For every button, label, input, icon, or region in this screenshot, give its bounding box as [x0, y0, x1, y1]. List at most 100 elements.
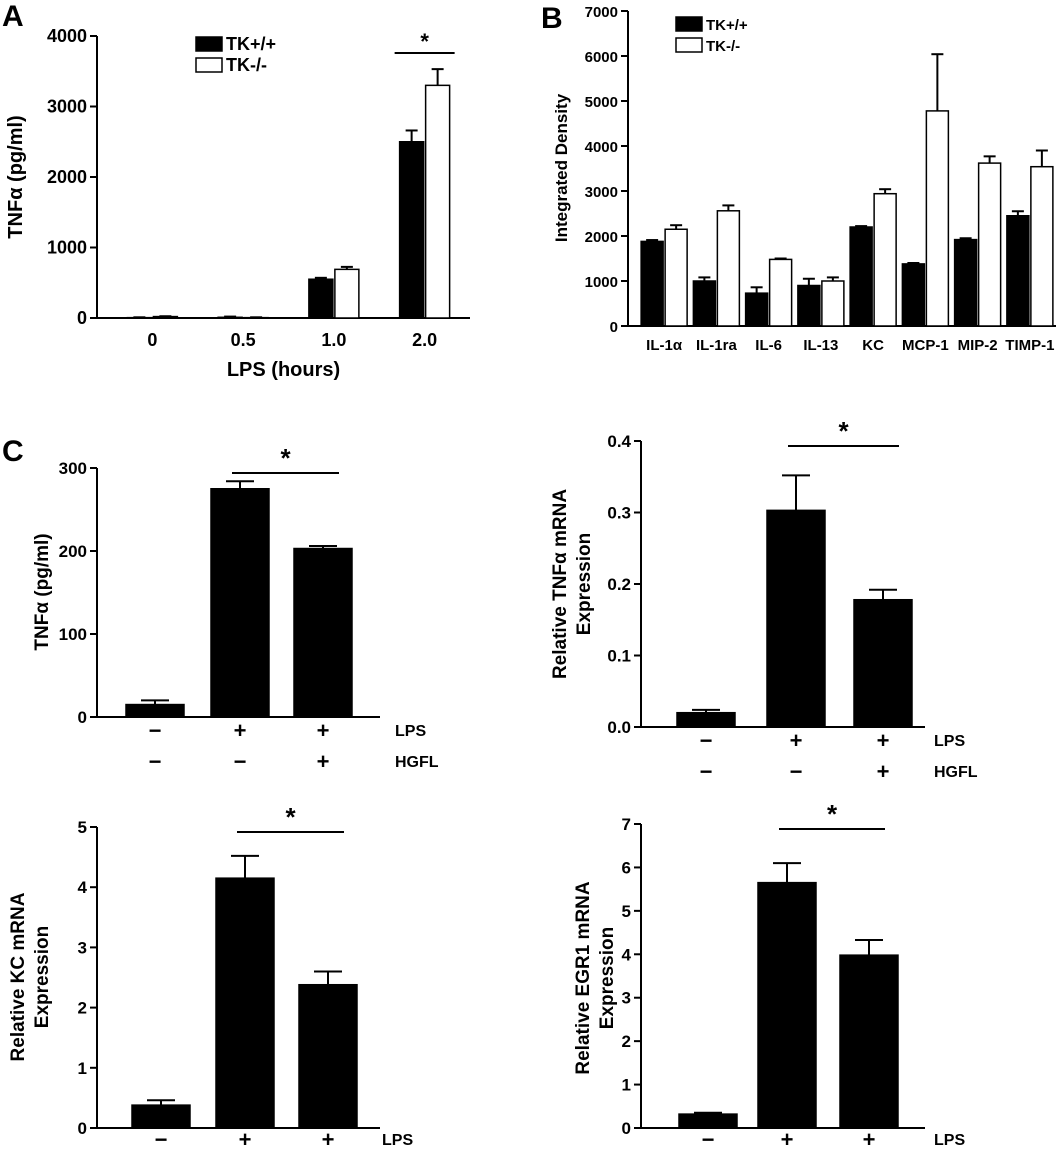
y-axis-title: Expression	[32, 926, 53, 1028]
x-tick-label: 2.0	[412, 330, 437, 350]
bar-tk-il-1	[640, 240, 664, 327]
condition-sign: +	[863, 1127, 876, 1152]
condition-sign: −	[239, 1157, 252, 1162]
condition-sign: +	[322, 1157, 335, 1162]
chart-3: 0 100 200 300 TNFα (pg/ml) − + + LPS − − + HGFL *	[32, 443, 439, 774]
significance-star: *	[280, 443, 291, 473]
bar-condition-3	[839, 954, 899, 1129]
condition-sign: +	[790, 728, 803, 753]
x-tick-label: IL-6	[755, 337, 782, 354]
y-tick-label: 0	[77, 308, 87, 328]
x-tick-label: 0.5	[231, 330, 256, 350]
condition-row-label-lps: LPS	[934, 1132, 965, 1149]
y-tick-label: 0	[622, 1119, 631, 1138]
chart-2: 0 1000 2000 3000 4000 5000 6000 7000 Integrated …	[552, 4, 1056, 354]
y-tick-label: 3000	[585, 184, 618, 201]
y-tick-label: 200	[59, 542, 87, 561]
y-tick-label: 3	[78, 938, 87, 957]
bar-condition-3	[293, 547, 353, 718]
x-tick-label: 1.0	[321, 330, 346, 350]
bar-tk-il-1	[664, 228, 688, 327]
condition-sign: −	[700, 728, 713, 753]
condition-sign: −	[702, 1157, 715, 1162]
condition-sign: +	[877, 759, 890, 784]
y-tick-label: 0.3	[607, 504, 631, 523]
bar-tk-il-6	[744, 292, 769, 327]
y-tick-label: 1	[622, 1076, 631, 1095]
legend-swatch-tk	[675, 37, 703, 53]
y-tick-label: 1000	[47, 238, 87, 258]
significance-star: *	[285, 802, 296, 832]
panel-label-c: C	[2, 435, 24, 468]
bar-condition-2	[215, 877, 275, 1129]
condition-sign: +	[317, 718, 330, 743]
panel-label-b: B	[541, 2, 563, 35]
y-axis-title: Relative KC mRNA	[8, 892, 29, 1061]
legend-label-tk: TK+/+	[226, 34, 276, 54]
condition-sign: −	[149, 749, 162, 774]
condition-sign: +	[234, 718, 247, 743]
bar-condition-1	[125, 703, 185, 718]
legend-swatch-tk	[675, 16, 703, 32]
significance-star: *	[827, 799, 838, 829]
condition-sign: −	[155, 1157, 168, 1162]
bar-tk-mcp-1	[925, 110, 950, 327]
y-tick-label: 100	[59, 625, 87, 644]
condition-sign: −	[700, 759, 713, 784]
bar-condition-2	[210, 488, 270, 718]
y-tick-label: 0.2	[607, 575, 631, 594]
y-tick-label: 0.4	[607, 432, 631, 451]
y-tick-label: 0	[78, 708, 87, 727]
bar-condition-3	[853, 598, 913, 728]
condition-row-label-lps: LPS	[934, 733, 965, 750]
panel-label-a: A	[2, 0, 24, 33]
y-axis-title: TNFα (pg/ml)	[5, 115, 27, 238]
bar-tk-2-0	[424, 84, 451, 319]
bar-condition-2	[766, 509, 826, 728]
x-tick-label: MCP-1	[902, 337, 949, 354]
y-tick-label: 5	[622, 902, 631, 921]
y-tick-label: 2	[622, 1032, 631, 1051]
y-tick-label: 1	[78, 1059, 87, 1078]
y-axis-title: Integrated Density	[552, 93, 571, 242]
y-tick-label: 3	[622, 989, 631, 1008]
y-tick-label: 5	[78, 818, 87, 837]
condition-sign: −	[702, 1127, 715, 1152]
legend-label-tk: TK-/-	[706, 38, 740, 55]
y-axis-title: Expression	[574, 533, 595, 635]
condition-sign: +	[317, 749, 330, 774]
condition-sign: +	[877, 728, 890, 753]
bar-tk-kc	[873, 192, 897, 327]
bar-condition-3	[298, 983, 358, 1129]
y-tick-label: 2	[78, 999, 87, 1018]
y-tick-label: 2000	[585, 229, 618, 246]
legend-label-tk: TK-/-	[226, 55, 267, 75]
condition-sign: +	[863, 1157, 876, 1162]
y-tick-label: 6000	[585, 49, 618, 66]
y-tick-label: 3000	[47, 97, 87, 117]
y-tick-label: 0	[610, 319, 618, 336]
bar-tk-il-13	[821, 280, 845, 327]
y-tick-label: 5000	[585, 94, 618, 111]
bar-condition-2	[757, 881, 817, 1129]
x-tick-label: TIMP-1	[1005, 337, 1054, 354]
legend-label-tk: TK+/+	[706, 17, 748, 34]
condition-row-label-hgfl: HGFL	[934, 764, 978, 781]
y-tick-label: 7000	[585, 4, 618, 21]
y-tick-label: 7	[622, 815, 631, 834]
chart-1: 0 1000 2000 3000 4000 TNFα (pg/ml) 0 0.5 1.0 2.0 L…	[5, 26, 470, 381]
condition-sign: +	[781, 1127, 794, 1152]
bar-tk-mcp-1	[901, 263, 926, 327]
chart-4: 0.0 0.1 0.2 0.3 0.4 Relative TNFα mRNA Express…	[550, 416, 978, 784]
y-tick-label: 4	[622, 945, 632, 964]
significance-star: *	[838, 416, 849, 446]
condition-row-label-lps: LPS	[395, 723, 426, 740]
x-tick-label: KC	[862, 337, 884, 354]
y-tick-label: 2000	[47, 167, 87, 187]
x-tick-label: IL-1ra	[696, 337, 738, 354]
y-axis-title: Expression	[597, 927, 618, 1029]
legend-swatch-tk	[195, 36, 223, 52]
legend-swatch-tk	[195, 57, 223, 73]
